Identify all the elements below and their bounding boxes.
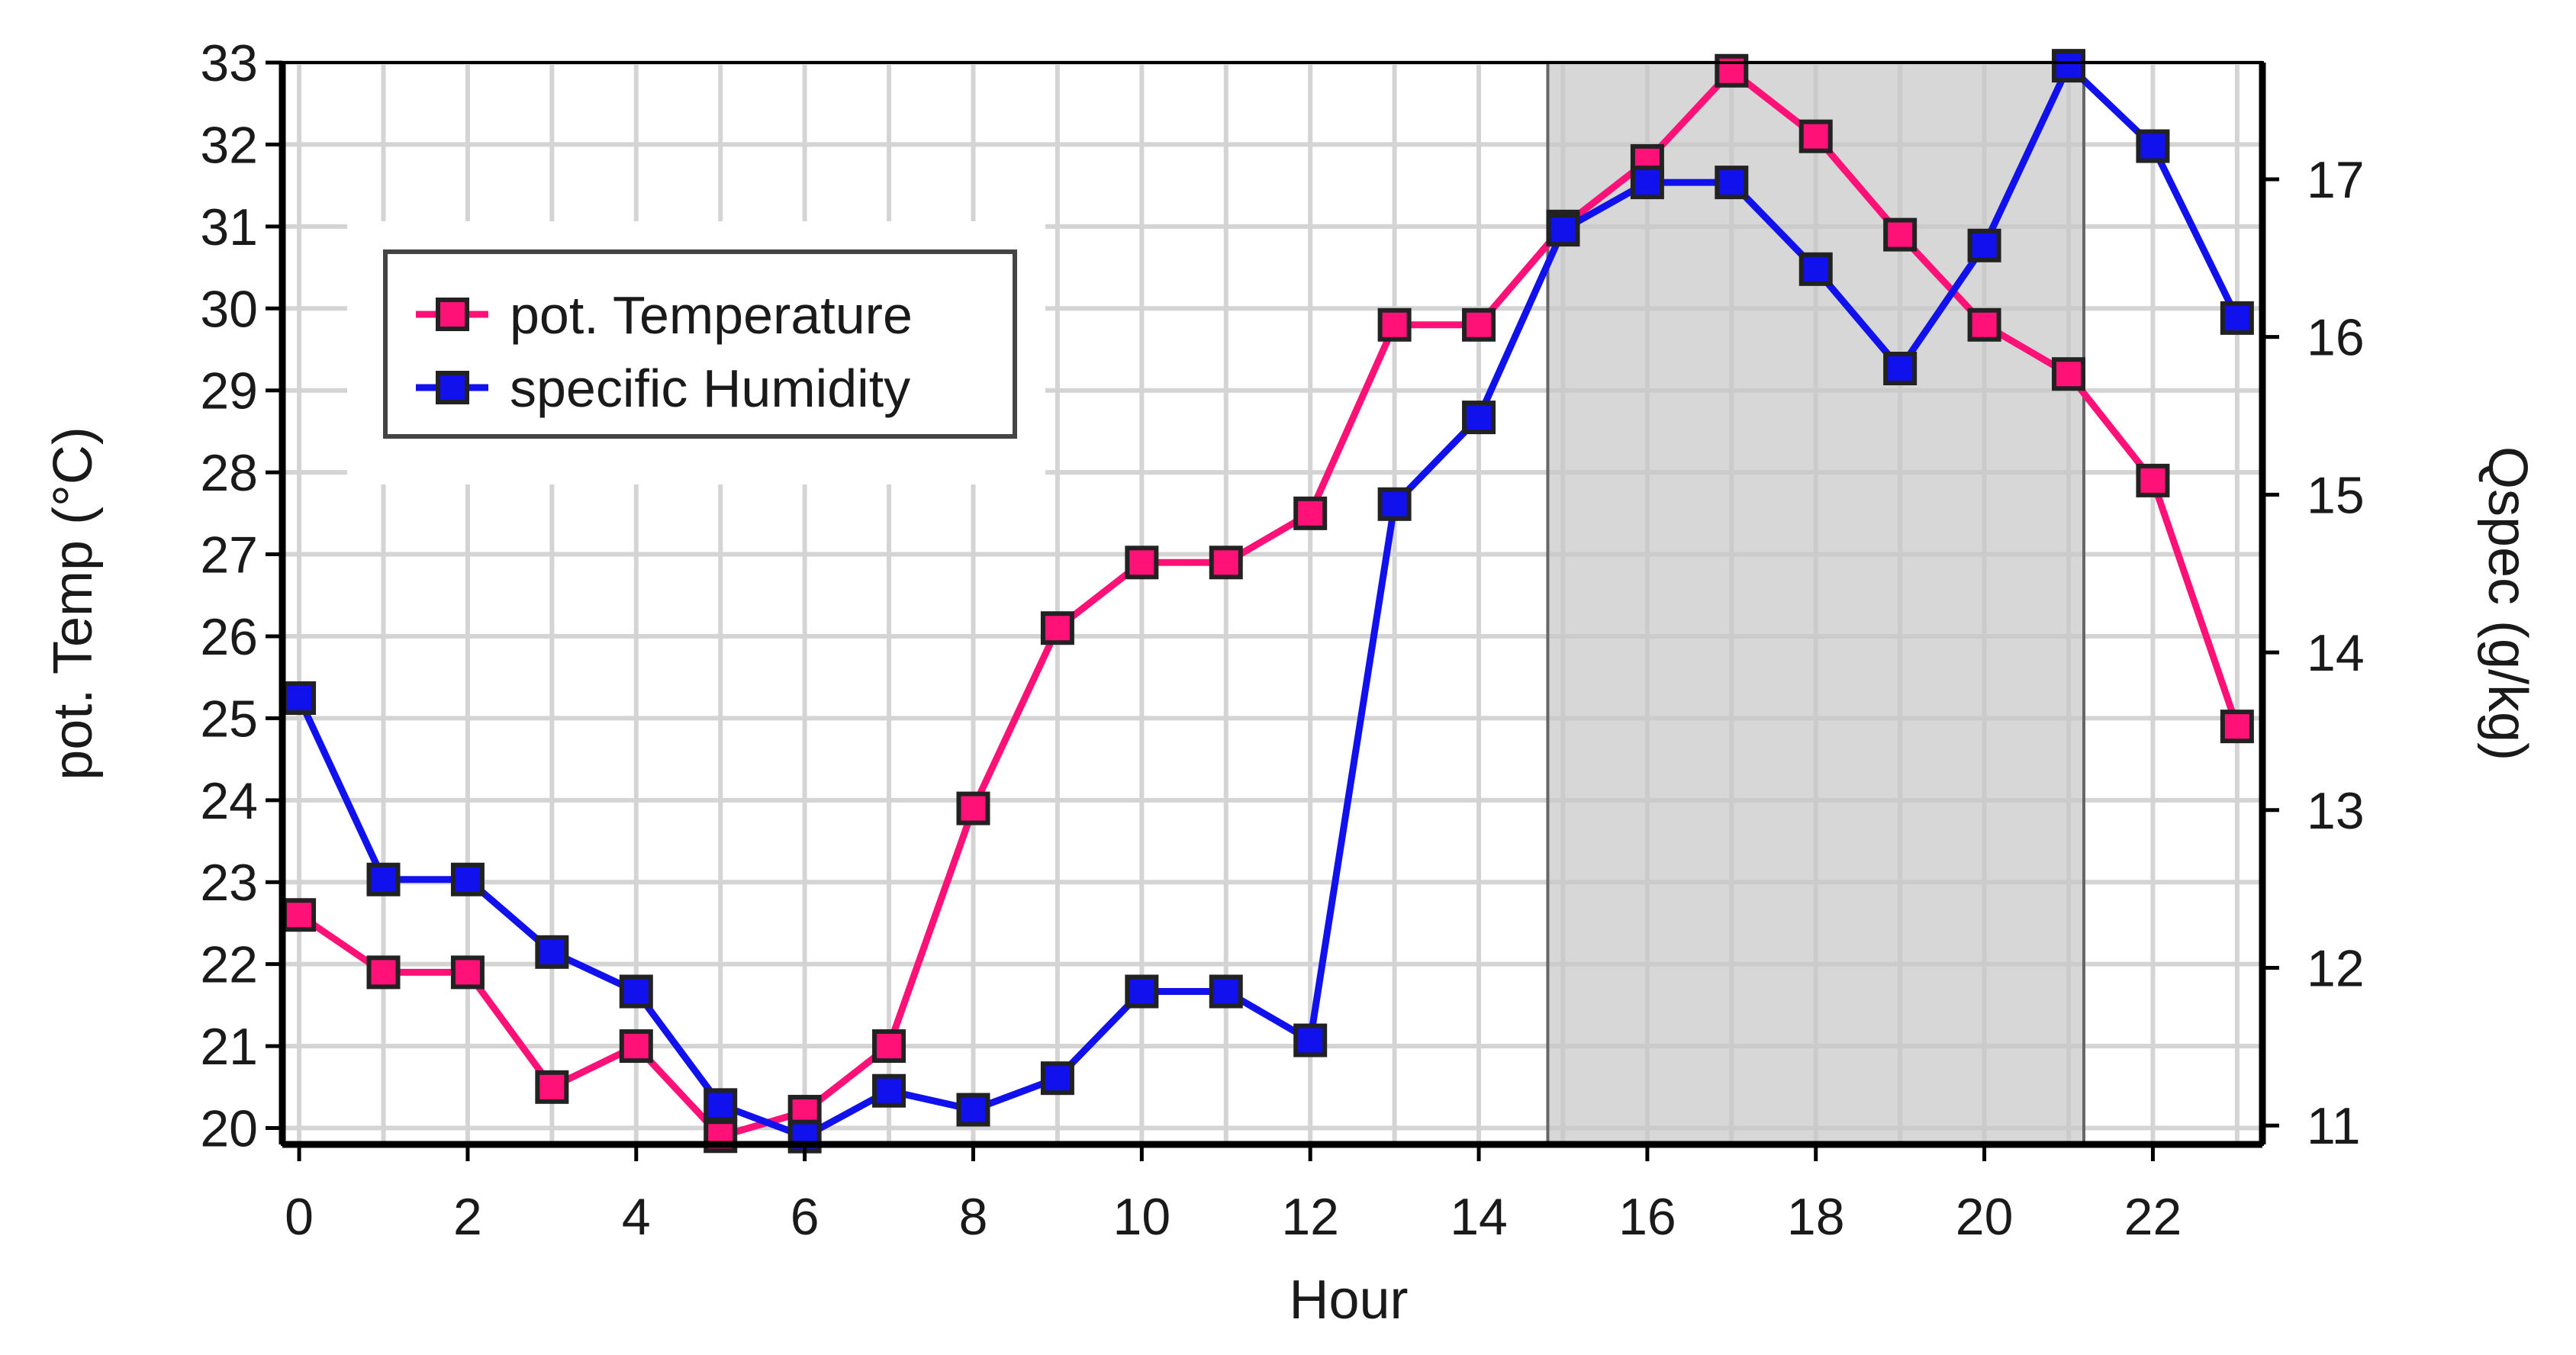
y-left-tick-label: 24 — [200, 772, 258, 830]
x-tick-label: 12 — [1281, 1188, 1339, 1246]
y-right-tick-label: 13 — [2307, 782, 2365, 840]
data-point — [1798, 252, 1833, 286]
data-point — [704, 1088, 738, 1122]
legend-swatch-marker — [436, 298, 469, 331]
y-left-tick-label: 25 — [200, 690, 258, 748]
data-point — [872, 1029, 906, 1064]
data-point — [1630, 166, 1664, 200]
data-point — [535, 1070, 569, 1104]
data-point — [619, 974, 653, 1009]
y-right-tick-label: 14 — [2307, 624, 2365, 682]
data-point — [872, 1073, 906, 1108]
y-right-axis-title: Qspec (g/kg) — [2477, 446, 2538, 761]
data-point — [1462, 307, 1496, 342]
data-point — [1209, 546, 1243, 580]
y-left-tick-label: 27 — [200, 526, 258, 584]
legend-label: specific Humidity — [510, 359, 910, 418]
data-point — [450, 955, 485, 990]
series-layer — [282, 49, 2254, 1154]
legend-box — [383, 249, 1017, 439]
data-point — [1040, 1061, 1074, 1096]
data-point — [1209, 974, 1243, 1009]
y-left-tick-label: 26 — [200, 608, 258, 666]
data-point — [282, 681, 317, 716]
data-point — [2136, 129, 2170, 163]
x-tick-label: 14 — [1450, 1188, 1508, 1246]
y-right-tick-label: 15 — [2307, 466, 2365, 524]
x-tick-label: 2 — [453, 1188, 482, 1246]
data-point — [366, 862, 401, 896]
y-left-tick-label: 33 — [200, 34, 258, 92]
y-left-tick-label: 21 — [200, 1018, 258, 1076]
y-right-tick-label: 17 — [2307, 151, 2365, 209]
tick-layer: 2021222324252627282930313233111213141516… — [200, 34, 2364, 1246]
x-tick-label: 22 — [2124, 1188, 2182, 1246]
legend-entries: pot. Temperature specific Humidity — [416, 285, 913, 418]
data-point — [450, 862, 485, 896]
data-point — [1715, 53, 1749, 88]
data-point — [1715, 166, 1749, 200]
y-left-tick-label: 32 — [200, 116, 258, 174]
data-point — [2136, 463, 2170, 497]
y-left-tick-label: 28 — [200, 444, 258, 502]
x-tick-label: 0 — [285, 1188, 314, 1246]
y-left-tick-label: 20 — [200, 1100, 258, 1158]
data-point — [1798, 119, 1833, 153]
highlight-region — [1546, 61, 2086, 1146]
data-point — [1967, 307, 2001, 342]
y-left-tick-label: 31 — [200, 198, 258, 256]
data-point — [1883, 352, 1918, 386]
x-tick-label: 16 — [1618, 1188, 1676, 1246]
data-point — [366, 955, 401, 990]
x-tick-label: 6 — [791, 1188, 819, 1246]
data-point — [1546, 213, 1580, 247]
data-point — [1377, 487, 1412, 521]
data-point — [1125, 546, 1159, 580]
data-point — [1293, 496, 1328, 530]
data-point — [2052, 357, 2086, 391]
data-point — [1377, 307, 1412, 342]
y-right-tick-label: 12 — [2307, 939, 2365, 997]
legend-swatch-marker — [436, 371, 469, 404]
x-tick-label: 8 — [959, 1188, 988, 1246]
data-point — [535, 935, 569, 969]
y-left-axis-title: pot. Temp (°C) — [43, 426, 104, 780]
data-point — [1462, 401, 1496, 435]
data-point — [619, 1029, 653, 1064]
y-left-tick-label: 29 — [200, 362, 258, 420]
x-tick-label: 20 — [1956, 1188, 2014, 1246]
data-point — [1125, 974, 1159, 1009]
y-left-tick-label: 30 — [200, 280, 258, 338]
data-point — [2052, 49, 2086, 83]
data-point — [1967, 228, 2001, 262]
data-point — [1883, 217, 1918, 252]
series-pot-temperature — [282, 53, 2254, 1154]
x-axis-title: Hour — [1289, 1270, 1408, 1331]
data-point — [1293, 1023, 1328, 1057]
data-point — [1040, 611, 1074, 645]
legend: pot. Temperature specific Humidity — [347, 221, 1045, 484]
data-point — [956, 791, 990, 826]
x-tick-label: 18 — [1787, 1188, 1845, 1246]
series-specific-humidity — [282, 49, 2254, 1154]
legend-label: pot. Temperature — [510, 285, 913, 345]
data-point — [2220, 710, 2254, 744]
data-point — [282, 898, 317, 932]
y-left-tick-label: 23 — [200, 854, 258, 912]
x-tick-label: 4 — [622, 1188, 651, 1246]
data-point — [2220, 301, 2254, 335]
y-right-tick-label: 16 — [2307, 309, 2365, 367]
data-point — [956, 1093, 990, 1127]
y-left-tick-label: 22 — [200, 936, 258, 994]
x-tick-label: 10 — [1113, 1188, 1171, 1246]
y-right-tick-label: 11 — [2307, 1097, 2361, 1155]
